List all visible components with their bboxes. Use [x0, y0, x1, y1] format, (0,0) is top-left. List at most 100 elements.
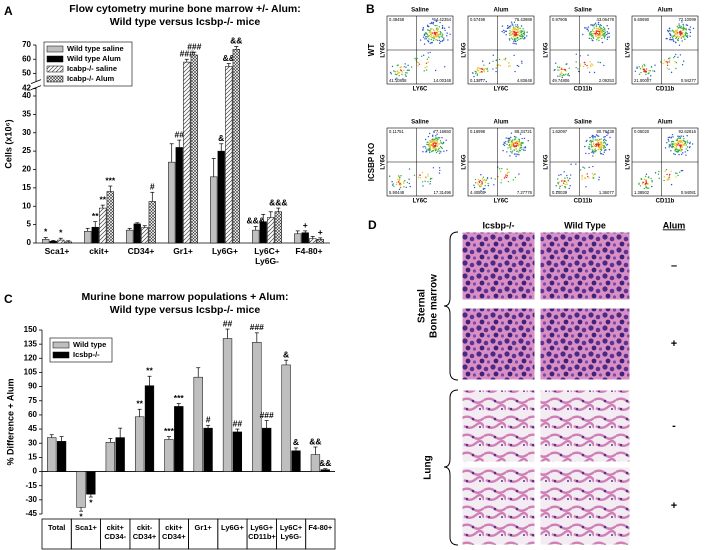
flow-dot — [513, 153, 516, 155]
flow-dot — [677, 56, 679, 58]
flow-dot — [645, 73, 647, 76]
flow-dot — [410, 66, 413, 68]
flow-dot — [588, 147, 590, 150]
flow-dot — [436, 141, 439, 144]
flow-dot — [567, 73, 570, 75]
flow-dot — [427, 175, 429, 177]
flow-dot — [398, 176, 401, 178]
flow-dot — [590, 24, 592, 26]
flow-dot — [566, 181, 568, 184]
flow-dot — [481, 182, 483, 184]
flow-dot — [603, 37, 606, 39]
bar — [316, 239, 324, 244]
flow-dot — [436, 145, 439, 148]
flow-dot — [597, 37, 599, 39]
flow-dot — [638, 73, 641, 76]
flow-dot — [516, 153, 519, 156]
flow-dot — [427, 29, 429, 32]
flow-dot — [669, 34, 672, 37]
flow-dot — [650, 177, 652, 180]
plot-condition: Alum — [658, 120, 673, 126]
flow-dot — [435, 144, 437, 146]
flow-dot — [669, 145, 671, 147]
flow-dot — [437, 30, 439, 33]
flow-dot — [673, 35, 675, 37]
flow-dot — [511, 38, 514, 40]
x-tick-label: F4-80+ — [295, 246, 323, 256]
treatment-header: Alum — [663, 220, 686, 230]
flow-dot — [476, 74, 479, 77]
flow-dot — [507, 137, 509, 139]
significance-label: & — [293, 437, 299, 447]
flow-dot — [516, 144, 518, 146]
flow-dot — [669, 33, 671, 35]
flow-dot — [441, 147, 443, 150]
flow-dot — [654, 64, 656, 66]
flow-dot — [484, 191, 486, 193]
flow-dot — [476, 73, 479, 75]
y-tick-label: 30 — [22, 128, 31, 137]
flow-dot — [391, 181, 393, 183]
flow-dot — [422, 54, 425, 56]
flow-dot — [601, 146, 603, 148]
flow-dot — [438, 33, 441, 36]
significance-label: * — [59, 227, 63, 237]
x-tick-label: Total — [47, 523, 66, 532]
legend-swatch — [46, 65, 64, 73]
flow-dot — [429, 33, 432, 35]
flow-dot — [595, 134, 598, 136]
flow-dot — [434, 69, 437, 72]
flow-dot — [481, 71, 483, 73]
x-tick-label: F4-80+ — [308, 523, 333, 532]
flow-dot — [648, 72, 650, 74]
flow-dot — [482, 188, 485, 191]
flow-dot — [476, 69, 478, 71]
flow-dot — [575, 163, 577, 165]
flow-dot — [449, 33, 451, 36]
flow-dot — [682, 152, 684, 154]
flow-dot — [429, 145, 431, 147]
flow-dot — [672, 40, 675, 42]
flow-dot — [510, 33, 513, 36]
flow-dot — [593, 23, 595, 26]
flow-dot — [560, 73, 562, 75]
flow-dot — [521, 60, 523, 63]
x-tick-label: Sca1+ — [74, 523, 97, 532]
flow-dot — [510, 21, 513, 23]
chart-subtitle: Wild type versus Icsbp-/- mice — [110, 16, 261, 28]
group-label: Bone marrow — [429, 274, 440, 338]
flow-dot — [419, 177, 422, 179]
plot-condition: Saline — [574, 120, 592, 126]
flow-dot — [589, 65, 592, 68]
flow-dot — [423, 70, 425, 72]
panel-label: B — [366, 2, 375, 16]
flow-dot — [678, 171, 681, 173]
flow-dot — [566, 183, 568, 186]
plot-condition: Alum — [494, 8, 509, 14]
flow-dot — [556, 191, 559, 193]
flow-dot — [591, 39, 593, 41]
flow-dot — [502, 149, 504, 152]
flow-dot — [492, 68, 494, 70]
flow-dot — [501, 30, 503, 33]
flow-dot — [517, 65, 520, 68]
flow-dot — [680, 153, 683, 155]
axis-break — [31, 81, 41, 88]
flow-dot — [406, 72, 408, 74]
flow-dot — [679, 54, 682, 56]
flow-dot — [691, 143, 694, 145]
flow-dot — [600, 148, 603, 151]
flow-dot — [598, 30, 600, 33]
flow-dot — [605, 149, 607, 151]
flow-dot — [437, 34, 440, 37]
flow-dot — [512, 145, 514, 148]
flow-dot — [592, 64, 594, 66]
flow-dot — [475, 72, 477, 75]
flow-dot — [669, 38, 671, 41]
y-tick-label: 120 — [24, 353, 38, 362]
flow-dot — [493, 184, 495, 186]
flow-dot — [678, 144, 680, 146]
legend-label: Icabp-/- Alum — [67, 74, 115, 83]
flow-dot — [434, 141, 436, 143]
bar — [294, 233, 302, 244]
